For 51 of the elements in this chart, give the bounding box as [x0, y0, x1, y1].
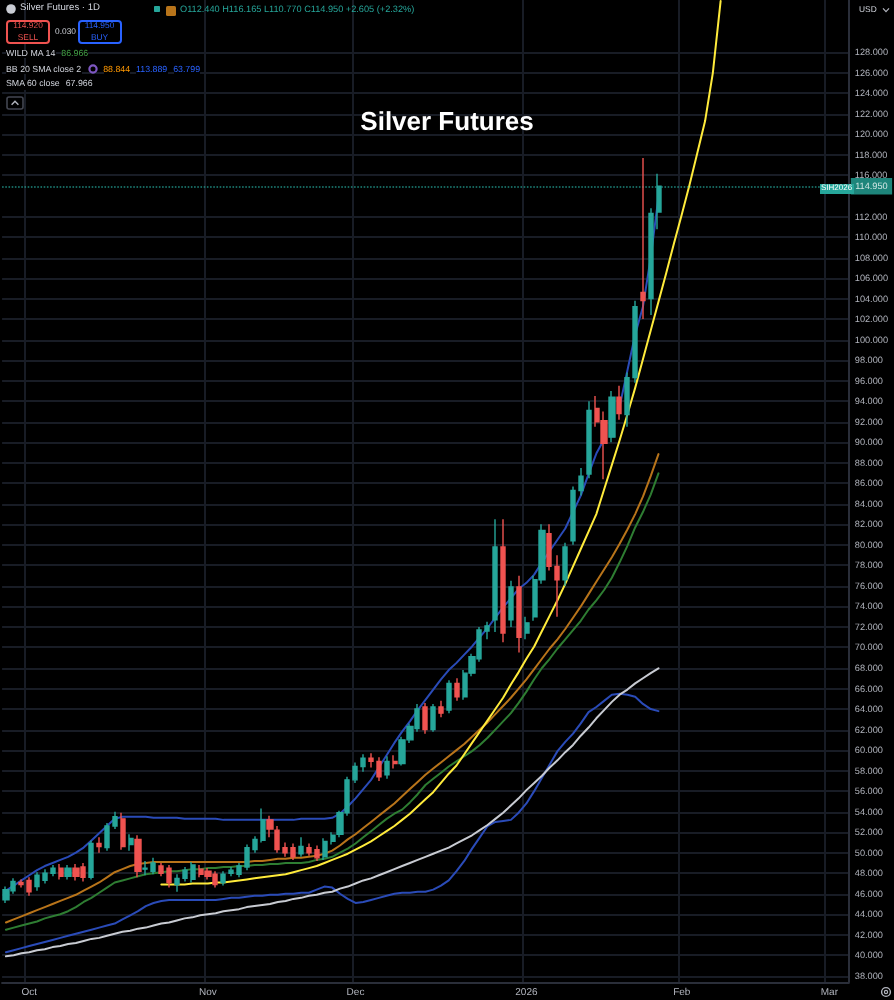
candlestick: [500, 518, 506, 644]
candlestick: [438, 700, 444, 718]
candlestick: [120, 811, 126, 851]
candlestick: [190, 861, 196, 884]
candlestick: [88, 839, 94, 881]
candlestick: [376, 756, 382, 782]
candlestick: [454, 677, 460, 702]
candlestick: [516, 574, 522, 654]
candlestick: [228, 866, 234, 878]
candlestick: [384, 755, 390, 780]
candlestick: [298, 836, 304, 858]
candlestick: [198, 864, 204, 879]
candlestick: [422, 702, 428, 735]
candlestick: [290, 842, 296, 861]
candlestick: [128, 833, 134, 852]
candlestick: [10, 877, 16, 895]
candlestick: [42, 868, 48, 885]
candlestick: [142, 860, 148, 876]
candlestick: [220, 870, 226, 887]
candlestick: [446, 679, 452, 714]
candlestick: [430, 703, 436, 733]
candlestick: [166, 864, 172, 889]
candlestick: [72, 863, 80, 882]
candlestick: [50, 864, 56, 878]
candlestick: [314, 844, 320, 862]
candlestick: [150, 857, 156, 875]
candlestick: [524, 616, 530, 640]
candlestick: [322, 837, 328, 861]
text: Silver Futures: [360, 106, 534, 136]
candlestick: [18, 878, 24, 889]
candlestick: [492, 518, 498, 633]
candlestick: [608, 390, 616, 443]
candlestick: [508, 580, 514, 628]
candlestick: [96, 836, 102, 854]
candlestick: [64, 864, 72, 881]
candlestick: [174, 873, 180, 893]
candlestick: [244, 843, 250, 871]
candlestick: [640, 157, 646, 320]
candlestick: [306, 842, 312, 857]
candlestick: [26, 876, 32, 897]
candlestick: [34, 871, 40, 892]
candlestick: [212, 870, 218, 889]
candlestick: [392, 754, 398, 770]
candlestick: [134, 834, 142, 879]
candlestick: [204, 867, 212, 881]
candlestick: [586, 400, 592, 479]
candlestick: [616, 385, 622, 421]
candlestick: [2, 885, 10, 904]
candlestick: [562, 542, 568, 587]
candlestick: [80, 862, 86, 883]
candlestick: [58, 863, 64, 881]
